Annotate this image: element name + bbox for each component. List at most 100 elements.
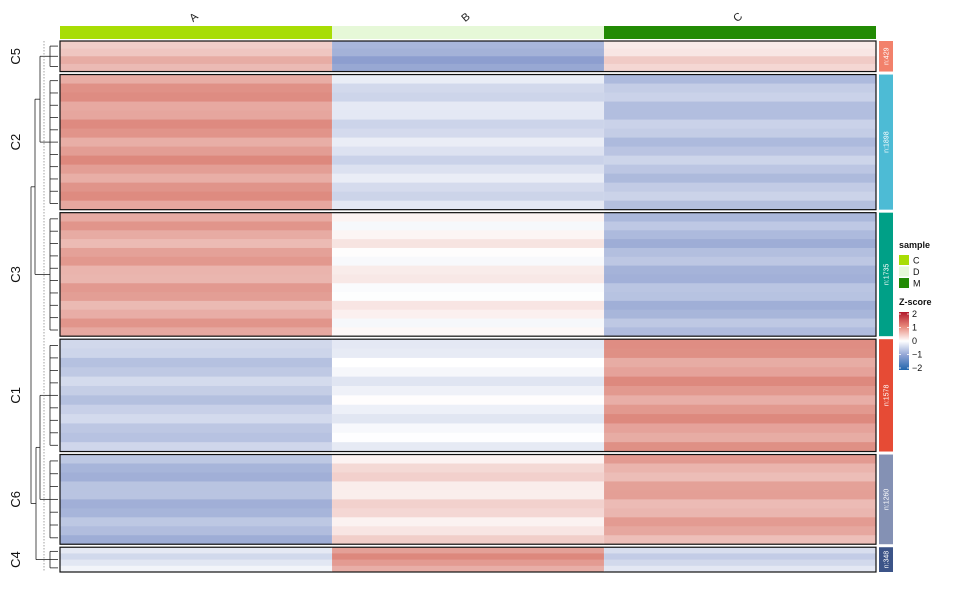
- heatmap-cell: [604, 56, 876, 65]
- heatmap-cell: [604, 164, 876, 175]
- heatmap-cell: [604, 74, 876, 85]
- cluster-labels: C5 C2 C3 C1 C6 C4: [8, 48, 23, 568]
- cluster-bar-C3: [879, 212, 893, 337]
- heatmap-cell: [60, 182, 332, 193]
- heatmap-cell: [332, 376, 604, 387]
- heatmap-cell: [604, 63, 876, 73]
- heatmap-cell: [332, 164, 604, 175]
- heatmap-cells: [59, 40, 877, 573]
- heatmap-cell: [60, 283, 332, 293]
- cluster-bar-C6: [879, 454, 893, 545]
- heatmap-cell: [604, 490, 876, 500]
- heatmap-cell: [332, 385, 604, 396]
- heatmap-cell: [60, 318, 332, 328]
- heatmap-cell: [332, 173, 604, 184]
- column-label-C: C: [731, 11, 745, 25]
- cluster-bar-C1: [879, 339, 893, 452]
- heatmap-cell: [604, 318, 876, 328]
- heatmap-cell: [332, 274, 604, 284]
- heatmap-cell: [60, 221, 332, 231]
- heatmap-cell: [60, 155, 332, 166]
- heatmap-cell: [604, 137, 876, 148]
- cluster-C6-column-A: [60, 454, 332, 545]
- cluster-C4-column-A: [60, 547, 332, 573]
- heatmap-cell: [60, 508, 332, 518]
- legend-title-zscore: Z-score: [899, 297, 932, 307]
- cluster-count-C4: n:348: [884, 551, 891, 569]
- cluster-label-C2: C2: [8, 134, 23, 151]
- heatmap-cell: [332, 300, 604, 311]
- heatmap-cell: [332, 92, 604, 103]
- heatmap-cell: [604, 442, 876, 453]
- heatmap-cell: [604, 191, 876, 202]
- heatmap-cell: [60, 414, 332, 424]
- heatmap-cell: [60, 559, 332, 567]
- heatmap-cell: [60, 395, 332, 406]
- heatmap-cell: [604, 432, 876, 443]
- legend-swatch-M: [899, 278, 909, 288]
- cluster-C2-column-B: [332, 74, 604, 211]
- heatmap-cell: [604, 535, 876, 545]
- legend-swatch-C: [899, 255, 909, 265]
- column-label-B: B: [459, 11, 472, 25]
- heatmap-cell: [604, 155, 876, 166]
- heatmap-cell: [60, 309, 332, 320]
- heatmap-cell: [60, 499, 332, 509]
- heatmap-cell: [604, 300, 876, 311]
- heatmap-cell: [332, 221, 604, 231]
- heatmap-cell: [60, 256, 332, 267]
- heatmap-cell: [332, 110, 604, 121]
- heatmap-cell: [60, 481, 332, 491]
- heatmap-cell: [332, 128, 604, 139]
- heatmap-cell: [604, 256, 876, 267]
- heatmap-cell: [60, 247, 332, 258]
- heatmap-cell: [60, 119, 332, 130]
- heatmap-cell: [60, 265, 332, 275]
- cluster-bar-C5: [879, 41, 893, 72]
- heatmap-cell: [60, 200, 332, 211]
- heatmap-cell: [332, 339, 604, 350]
- heatmap-cell: [60, 110, 332, 121]
- cluster-C4-column-C: [604, 547, 876, 573]
- heatmap-cell: [332, 454, 604, 464]
- heatmap-cell: [604, 212, 876, 222]
- heatmap-cell: [332, 499, 604, 509]
- heatmap-cell: [604, 414, 876, 424]
- legend-title-sample: sample: [899, 240, 930, 250]
- cluster-C3-column-A: [60, 212, 332, 337]
- cluster-C4-column-B: [332, 547, 604, 573]
- heatmap-cell: [604, 239, 876, 249]
- heatmap-cell: [332, 432, 604, 443]
- cluster-C5-column-C: [604, 41, 876, 73]
- legend-label-D: D: [913, 267, 920, 277]
- heatmap-cell: [332, 423, 604, 434]
- heatmap-cell: [60, 432, 332, 443]
- zscore-tick-label: 1: [912, 323, 917, 333]
- heatmap-cell: [60, 423, 332, 434]
- cluster-bar-C2: [879, 74, 893, 210]
- heatmap-cell: [604, 173, 876, 184]
- heatmap-cell: [332, 309, 604, 320]
- heatmap-cell: [332, 41, 604, 50]
- cluster-count-C5: n:429: [884, 47, 891, 65]
- heatmap-cell: [332, 119, 604, 130]
- heatmap-cell: [332, 292, 604, 302]
- zscore-tick-label: 0: [912, 336, 917, 346]
- heatmap-cell: [604, 385, 876, 396]
- heatmap-cell: [332, 481, 604, 491]
- heatmap-cell: [604, 327, 876, 337]
- legend-swatch-D: [899, 266, 909, 277]
- heatmap-cell: [60, 526, 332, 536]
- heatmap-cell: [60, 553, 332, 561]
- heatmap-cell: [332, 146, 604, 157]
- cluster-label-C6: C6: [8, 491, 23, 508]
- heatmap-cell: [604, 274, 876, 284]
- cluster-C2-column-A: [60, 74, 332, 211]
- heatmap-cell: [604, 404, 876, 415]
- heatmap-cell: [604, 101, 876, 112]
- heatmap-cell: [60, 63, 332, 73]
- heatmap-cell: [332, 63, 604, 73]
- heatmap-cell: [604, 110, 876, 121]
- heatmap-cell: [332, 83, 604, 94]
- heatmap-cell: [604, 376, 876, 387]
